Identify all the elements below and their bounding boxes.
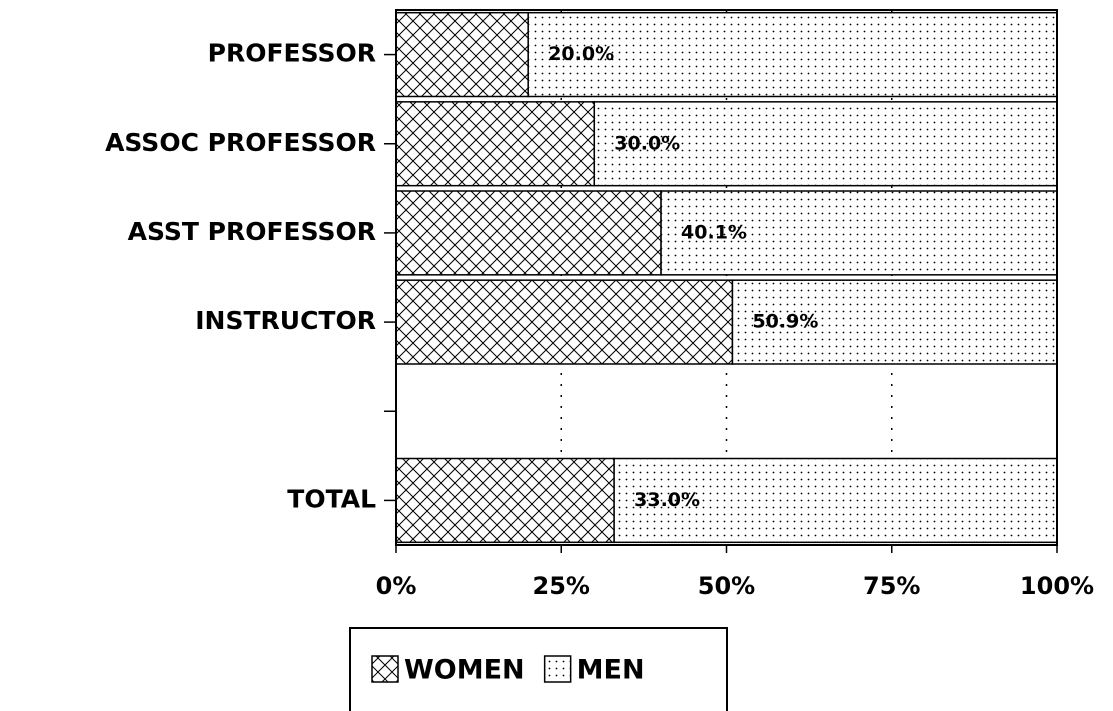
y-tick-label: INSTRUCTOR xyxy=(195,306,376,335)
bar-segment xyxy=(527,11,1058,98)
bar-segment xyxy=(395,279,734,365)
value-label: 30.0% xyxy=(614,132,680,154)
value-label: 20.0% xyxy=(548,43,614,65)
bar-segment xyxy=(731,279,1058,365)
value-label: 50.9% xyxy=(752,311,818,333)
bar-segment xyxy=(395,101,596,187)
y-tick-label: PROFESSOR xyxy=(208,39,376,68)
y-tick-label: ASSOC PROFESSOR xyxy=(105,128,376,157)
legend: WOMEN MEN xyxy=(349,627,728,711)
legend-frame xyxy=(349,627,728,711)
value-label: 33.0% xyxy=(634,489,700,511)
legend-label: WOMEN xyxy=(404,655,525,686)
y-tick-label: TOTAL xyxy=(287,484,376,513)
bar-segment xyxy=(395,11,529,98)
bar-segment xyxy=(613,457,1058,544)
x-tick-label: 100% xyxy=(1020,572,1094,600)
x-tick-label: 50% xyxy=(698,572,755,600)
legend-label: MEN xyxy=(577,655,645,686)
x-tick-label: 0% xyxy=(376,572,417,600)
bar-segment xyxy=(660,190,1058,276)
plot-frame xyxy=(395,9,1058,546)
x-tick-label: 75% xyxy=(863,572,920,600)
y-tick-label: ASST PROFESSOR xyxy=(128,217,376,246)
x-tick-label: 25% xyxy=(533,572,590,600)
bar-segment xyxy=(395,190,662,276)
legend-swatch xyxy=(371,655,399,683)
bar-segment xyxy=(593,101,1058,187)
bar-segment xyxy=(395,457,615,544)
legend-swatch xyxy=(543,655,572,683)
value-label: 40.1% xyxy=(681,221,747,243)
